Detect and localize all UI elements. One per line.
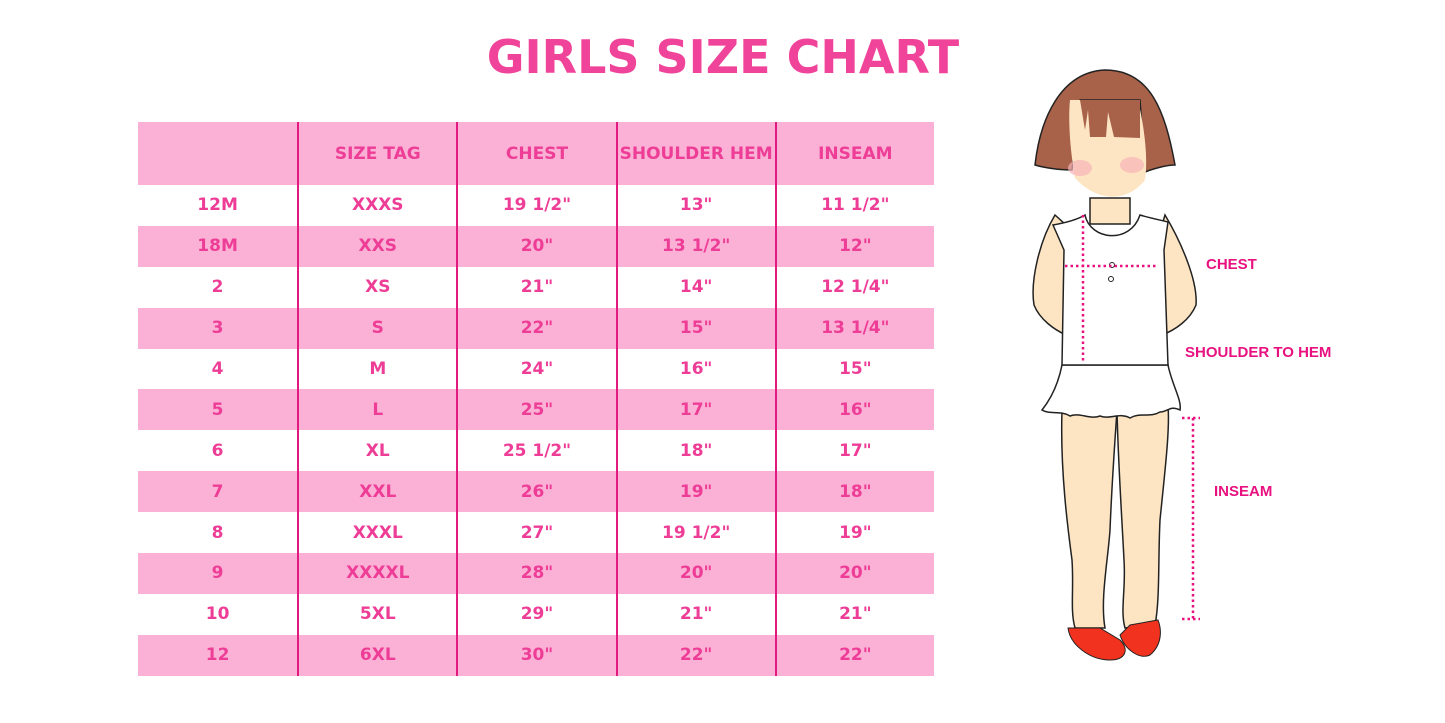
table-row: 4 M 24" 16" 15" (138, 348, 934, 390)
table-cell: 3 (211, 318, 224, 339)
table-row: 3 S 22" 15" 13 1/4" (138, 307, 934, 349)
table-row: 10 5XL 29" 21" 21" (138, 593, 934, 635)
table-cell: 18M (197, 236, 238, 257)
inseam-label: INSEAM (1214, 483, 1273, 500)
table-cell: 25" (456, 389, 615, 431)
table-cell: S (297, 307, 456, 349)
table-cell: 26" (456, 471, 615, 513)
table-cell: 16" (774, 389, 934, 431)
table-row: 12M XXXS 19 1/2" 13" 11 1/2" (138, 185, 934, 226)
table-cell: 19 1/2" (615, 512, 775, 554)
table-cell: 22" (774, 634, 934, 676)
table-cell: 19 1/2" (456, 185, 615, 226)
shoulder-to-hem-label: SHOULDER TO HEM (1185, 344, 1332, 361)
table-cell: 13 1/4" (774, 307, 934, 349)
table-cell: M (297, 348, 456, 390)
table-row: 18M XXS 20" 13 1/2" 12" (138, 225, 934, 267)
table-cell: XS (297, 266, 456, 308)
table-cell: 18" (774, 471, 934, 513)
table-cell: 20" (615, 553, 775, 594)
table-cell: 30" (456, 634, 615, 676)
table-cell: 25 1/2" (456, 430, 615, 472)
table-cell: 12 1/4" (774, 266, 934, 308)
table-cell: 15" (774, 348, 934, 390)
table-cell: 17" (615, 389, 775, 431)
table-cell: L (297, 389, 456, 431)
table-cell: 13" (615, 185, 775, 226)
table-cell: 21" (774, 593, 934, 635)
chest-label: CHEST (1206, 256, 1257, 273)
page-title: GIRLS SIZE CHART (486, 30, 960, 84)
table-cell: 20" (774, 553, 934, 594)
table-cell: XXS (297, 225, 456, 267)
table-cell: 11 1/2" (774, 185, 934, 226)
header-cell: CHEST (456, 122, 615, 185)
table-row: 6 XL 25 1/2" 18" 17" (138, 430, 934, 472)
skirt (1040, 364, 1181, 419)
header-cell: SHOULDER HEM (615, 122, 775, 185)
table-cell: XXXXL (297, 553, 456, 594)
table-cell: 16" (615, 348, 775, 390)
shirt (1051, 213, 1169, 366)
table-cell: 5XL (297, 593, 456, 635)
table-cell: 2 (211, 277, 224, 298)
table-cell: 18" (615, 430, 775, 472)
left-arm (1032, 213, 1067, 337)
neck (1089, 197, 1131, 225)
table-cell: 20" (456, 225, 615, 267)
table-cell: 14" (615, 266, 775, 308)
left-shoe (1067, 627, 1126, 661)
table-cell: XXL (297, 471, 456, 513)
table-cell: 4 (211, 359, 224, 379)
table-cell: 6XL (297, 634, 456, 676)
table-cell: 13 1/2" (615, 225, 775, 267)
right-shoe (1119, 619, 1161, 657)
table-row: 5 L 25" 17" 16" (138, 389, 934, 431)
table-row: 8 XXXL 27" 19 1/2" 19" (138, 512, 934, 554)
size-chart-table: SIZE TAG CHEST SHOULDER HEM INSEAM 12M XXXS 19… (138, 122, 934, 676)
right-leg (1116, 404, 1170, 629)
table-cell: 15" (615, 307, 775, 349)
header-cell: SIZE TAG (297, 122, 456, 185)
table-row: 7 XXL 26" 19" 18" (138, 471, 934, 513)
table-cell: 21" (456, 266, 615, 308)
table-row: 2 XS 21" 14" 12 1/4" (138, 266, 934, 308)
table-cell: 22" (615, 634, 775, 676)
table-cell: 19" (615, 471, 775, 513)
table-cell: 19" (774, 512, 934, 554)
table-cell: XXXL (297, 512, 456, 554)
table-row: 9 XXXXL 28" 20" 20" (138, 553, 934, 594)
table-cell: 29" (456, 593, 615, 635)
table-header-row: SIZE TAG CHEST SHOULDER HEM INSEAM (138, 122, 934, 185)
table-cell: 12" (774, 225, 934, 267)
table-cell: XXXS (297, 185, 456, 226)
table-cell: 9 (211, 563, 224, 584)
table-cell: 8 (211, 522, 224, 543)
table-cell: 12M (197, 195, 238, 216)
table-cell: 17" (774, 430, 934, 472)
table-cell: 7 (211, 481, 224, 502)
table-cell: 5 (211, 399, 224, 420)
table-cell: 28" (456, 553, 615, 594)
table-cell: 22" (456, 307, 615, 349)
table-cell: 10 (205, 604, 230, 625)
table-cell: 6 (211, 440, 224, 461)
bangs (1080, 100, 1140, 138)
table-cell: 24" (456, 348, 615, 390)
table-row: 12 6XL 30" 22" 22" (138, 634, 934, 676)
table-cell: 12 (205, 645, 230, 666)
table-cell: XL (297, 430, 456, 472)
table-cell: 21" (615, 593, 775, 635)
left-leg (1060, 409, 1118, 629)
table-cell: 27" (456, 512, 615, 554)
header-cell: INSEAM (774, 122, 934, 185)
